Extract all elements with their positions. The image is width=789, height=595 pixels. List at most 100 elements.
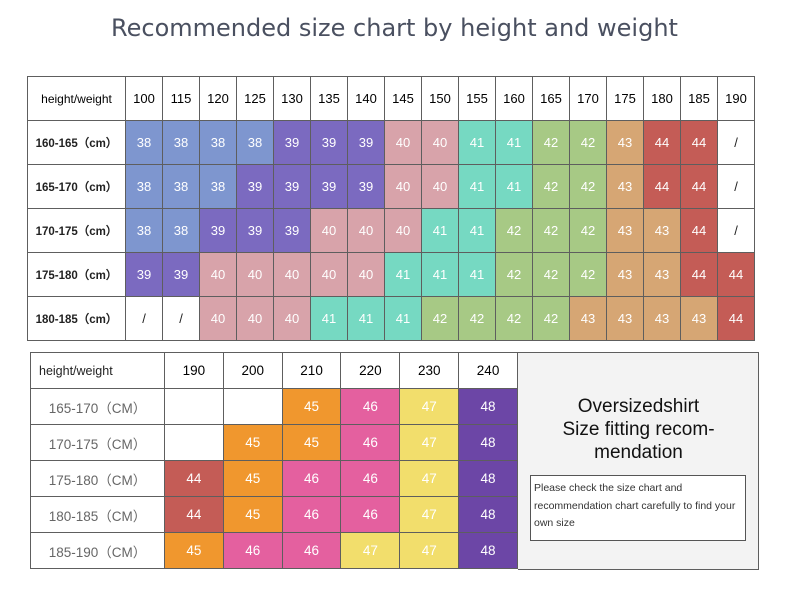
weight-column-header: 180 bbox=[643, 76, 681, 121]
size-chart-table-2: height/weight 190 200 210 220 230 240 165-170（C… bbox=[30, 352, 518, 569]
size-cell: 44 bbox=[164, 460, 224, 497]
height-row-label: 185-190（CM） bbox=[30, 532, 165, 569]
panel-title-line: Size fitting recom- bbox=[562, 419, 715, 440]
size-cell bbox=[164, 424, 224, 461]
table-row: 165-170（CM） 45 46 47 48 bbox=[30, 388, 518, 425]
size-cell: 44 bbox=[643, 120, 681, 165]
weight-column-header: 130 bbox=[273, 76, 311, 121]
size-cell: 46 bbox=[222, 532, 283, 569]
size-cell: 42 bbox=[495, 296, 533, 341]
size-cell: 43 bbox=[569, 296, 607, 341]
size-cell: 40 bbox=[421, 120, 459, 165]
size-cell: / bbox=[162, 296, 200, 341]
table-row: 180-185（CM） 44 45 46 46 47 48 bbox=[30, 496, 518, 533]
size-cell: 44 bbox=[717, 252, 755, 297]
size-cell: 44 bbox=[680, 252, 718, 297]
height-row-label: 160-165（cm） bbox=[27, 120, 126, 165]
panel-title: Oversizedshirt Size fitting recom- menda… bbox=[518, 395, 759, 464]
size-cell: 40 bbox=[199, 296, 237, 341]
size-cell: 46 bbox=[281, 460, 342, 497]
height-row-label: 165-170（CM） bbox=[30, 388, 165, 425]
size-cell: 42 bbox=[532, 208, 570, 253]
size-cell: 44 bbox=[680, 164, 718, 209]
weight-column-header: 155 bbox=[458, 76, 496, 121]
weight-column-header: 220 bbox=[340, 352, 401, 389]
size-cell bbox=[164, 388, 224, 425]
table-row: 160-165（cm） 38 38 38 38 39 39 39 40 40 41 41 42 42 43 4… bbox=[27, 120, 755, 165]
size-cell: 40 bbox=[273, 296, 311, 341]
size-cell: 48 bbox=[458, 388, 518, 425]
size-cell: 42 bbox=[458, 296, 496, 341]
size-cell: 40 bbox=[310, 252, 348, 297]
weight-column-header: 140 bbox=[347, 76, 385, 121]
weight-column-header: 160 bbox=[495, 76, 533, 121]
size-cell: 40 bbox=[273, 252, 311, 297]
size-cell: 46 bbox=[281, 496, 342, 533]
size-cell: 45 bbox=[222, 424, 283, 461]
size-cell: 39 bbox=[236, 164, 274, 209]
size-cell: 46 bbox=[340, 496, 401, 533]
size-cell: / bbox=[717, 208, 755, 253]
size-cell: 42 bbox=[532, 164, 570, 209]
size-cell: / bbox=[717, 164, 755, 209]
size-cell: 40 bbox=[384, 208, 422, 253]
height-row-label: 170-175（CM） bbox=[30, 424, 165, 461]
size-cell: 48 bbox=[458, 424, 518, 461]
size-cell: 47 bbox=[399, 532, 460, 569]
size-cell: 40 bbox=[199, 252, 237, 297]
size-cell: 39 bbox=[273, 208, 311, 253]
size-cell: 39 bbox=[347, 164, 385, 209]
corner-label: height/weight bbox=[27, 76, 126, 121]
size-cell: 44 bbox=[680, 208, 718, 253]
size-cell: 48 bbox=[458, 496, 518, 533]
size-cell: 38 bbox=[236, 120, 274, 165]
size-cell: 41 bbox=[458, 120, 496, 165]
table-row: 180-185（cm） //40 40 40 41 41 41 42 42 42 42 43 43 43 4… bbox=[27, 296, 755, 341]
weight-column-header: 230 bbox=[399, 352, 460, 389]
size-cell: 41 bbox=[458, 164, 496, 209]
size-cell: 47 bbox=[399, 424, 460, 461]
weight-column-header: 200 bbox=[222, 352, 283, 389]
weight-column-header: 165 bbox=[532, 76, 570, 121]
size-cell: 42 bbox=[532, 252, 570, 297]
size-cell: 41 bbox=[384, 296, 422, 341]
weight-column-header: 135 bbox=[310, 76, 348, 121]
size-cell: 43 bbox=[606, 164, 644, 209]
size-cell: 43 bbox=[680, 296, 718, 341]
height-row-label: 180-185（CM） bbox=[30, 496, 165, 533]
height-row-label: 165-170（cm） bbox=[27, 164, 126, 209]
size-cell: 44 bbox=[680, 120, 718, 165]
size-cell: 38 bbox=[199, 164, 237, 209]
weight-column-header: 210 bbox=[281, 352, 342, 389]
size-cell: 39 bbox=[310, 120, 348, 165]
header-row: height/weight 100 115 120 125 130 135 140 145 150… bbox=[27, 76, 755, 121]
size-cell: 42 bbox=[495, 208, 533, 253]
size-cell: 40 bbox=[236, 296, 274, 341]
size-cell: 44 bbox=[643, 164, 681, 209]
size-cell: 45 bbox=[281, 388, 342, 425]
size-cell: 38 bbox=[125, 208, 163, 253]
weight-column-header: 145 bbox=[384, 76, 422, 121]
size-cell: 46 bbox=[340, 388, 401, 425]
size-cell: 43 bbox=[606, 296, 644, 341]
size-cell: 40 bbox=[310, 208, 348, 253]
size-cell: 40 bbox=[384, 120, 422, 165]
panel-title-line: Oversizedshirt bbox=[577, 396, 700, 417]
weight-column-header: 100 bbox=[125, 76, 163, 121]
size-cell: 43 bbox=[606, 120, 644, 165]
size-cell: 45 bbox=[164, 532, 224, 569]
table-row: 175-180（CM） 44 45 46 46 47 48 bbox=[30, 460, 518, 497]
size-cell: 44 bbox=[717, 296, 755, 341]
size-cell: 41 bbox=[495, 164, 533, 209]
table-row: 165-170（cm） 38 38 38 39 39 39 39 40 40 41 41 42 42 43 4… bbox=[27, 164, 755, 209]
page-title: Recommended size chart by height and wei… bbox=[111, 14, 678, 42]
size-cell: 41 bbox=[310, 296, 348, 341]
size-cell: 48 bbox=[458, 460, 518, 497]
panel-title-line: mendation bbox=[594, 442, 683, 463]
weight-column-header: 125 bbox=[236, 76, 274, 121]
size-cell: 41 bbox=[384, 252, 422, 297]
size-cell: 42 bbox=[421, 296, 459, 341]
height-row-label: 180-185（cm） bbox=[27, 296, 126, 341]
size-cell: 43 bbox=[606, 252, 644, 297]
height-row-label: 175-180（cm） bbox=[27, 252, 126, 297]
